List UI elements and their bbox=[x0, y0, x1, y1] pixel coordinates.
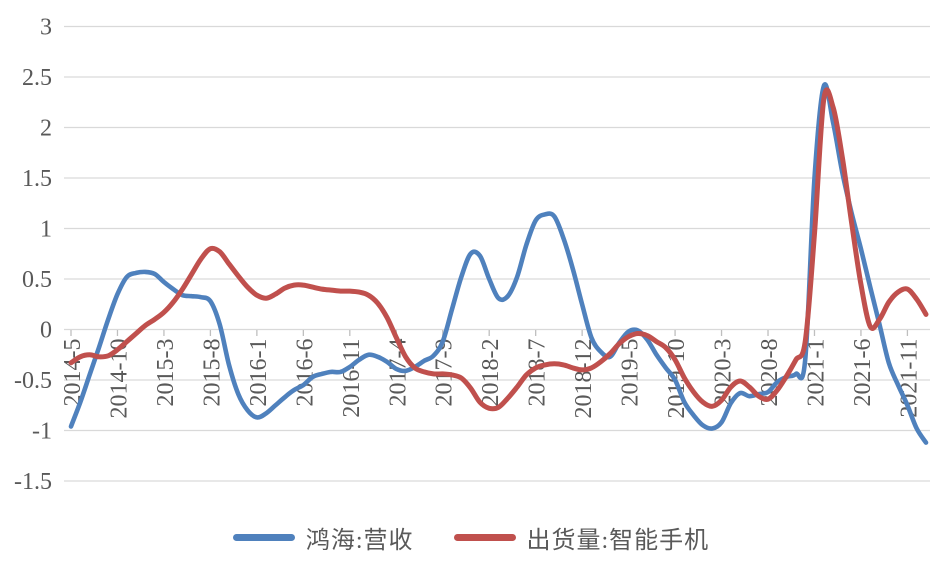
y-axis-label: 0 bbox=[40, 318, 52, 344]
x-axis-label: 2015-8 bbox=[199, 339, 225, 407]
chart-legend: 鸿海:营收 出货量:智能手机 bbox=[0, 520, 942, 555]
legend-label: 出货量:智能手机 bbox=[526, 528, 710, 554]
x-axis-label: 2019-5 bbox=[618, 339, 644, 407]
y-axis-label: 2 bbox=[40, 116, 52, 142]
y-axis-label: 0.5 bbox=[22, 267, 52, 293]
y-axis-label: 1.5 bbox=[22, 166, 52, 192]
y-axis-label: 2.5 bbox=[22, 65, 52, 91]
x-axis-label: 2018-12 bbox=[571, 339, 597, 419]
legend-item-smartphone-shipments: 出货量:智能手机 bbox=[453, 520, 710, 555]
x-axis-label: 2016-1 bbox=[246, 339, 272, 407]
x-axis-label: 2015-3 bbox=[153, 339, 179, 407]
legend-swatch-blue-line bbox=[232, 534, 295, 541]
legend-swatch-red-line bbox=[453, 534, 516, 541]
series-line-1 bbox=[68, 87, 929, 412]
y-axis-label: -1.5 bbox=[14, 469, 52, 495]
y-axis-label: 1 bbox=[40, 217, 52, 243]
x-axis-label: 2016-11 bbox=[339, 339, 365, 418]
x-axis-label: 2016-6 bbox=[292, 339, 318, 407]
x-axis-label: 2021-6 bbox=[850, 339, 876, 407]
legend-label: 鸿海:营收 bbox=[305, 528, 414, 554]
y-axis-label: -0.5 bbox=[14, 368, 52, 394]
y-axis-label: 3 bbox=[40, 15, 52, 41]
y-axis-label: -1 bbox=[32, 419, 52, 445]
x-axis-label: 2018-2 bbox=[478, 339, 504, 407]
legend-item-honhai-revenue: 鸿海:营收 bbox=[232, 520, 414, 555]
